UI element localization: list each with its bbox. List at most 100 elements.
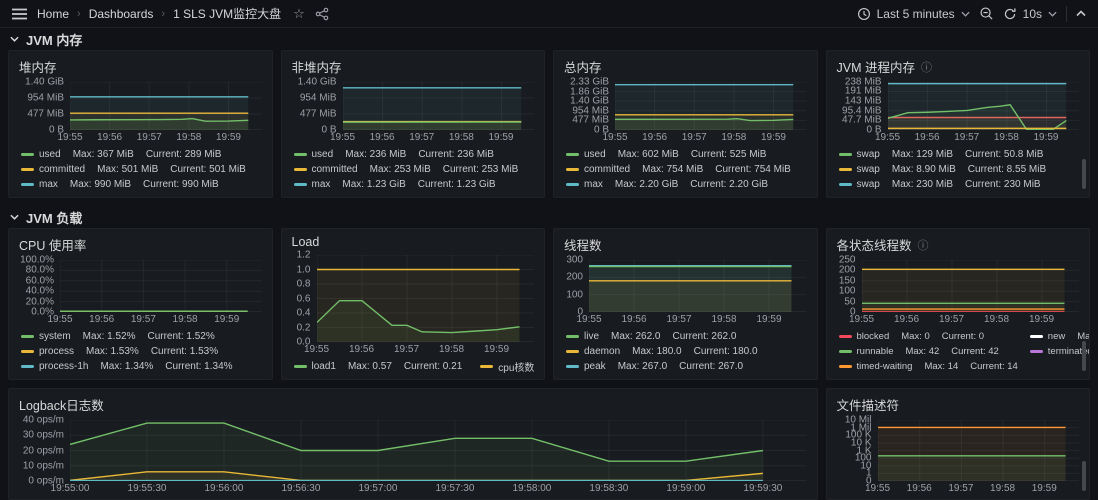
breadcrumb-dashboards[interactable]: Dashboards bbox=[89, 7, 154, 21]
legend-stat: Current: 253 MiB bbox=[443, 164, 519, 175]
legend-stat: Max: 253 MiB bbox=[370, 164, 431, 175]
legend-item[interactable]: committedMax: 501 MiBCurrent: 501 MiB bbox=[21, 162, 262, 177]
legend-item[interactable]: blockedMax: 0Current: 0 bbox=[839, 329, 1018, 344]
y-tick-label: 250 bbox=[839, 255, 856, 266]
plot bbox=[589, 260, 807, 312]
legend-scrollbar[interactable] bbox=[1082, 159, 1086, 189]
legend-item[interactable]: committedMax: 253 MiBCurrent: 253 MiB bbox=[294, 162, 535, 177]
time-range-picker[interactable]: Last 5 minutes bbox=[857, 7, 970, 21]
x-tick-label: 19:59 bbox=[484, 344, 509, 355]
legend-item[interactable]: swapMax: 8.90 MiBCurrent: 8.55 MiB bbox=[839, 162, 1080, 177]
section-jvm-memory[interactable]: JVM 内存 bbox=[0, 28, 1098, 50]
legend-stat: Current: 42 bbox=[951, 346, 999, 357]
chart-area: 0 B477 MiB954 MiB1.40 GiB1.86 GiB2.33 Gi… bbox=[564, 82, 807, 130]
panel-title[interactable]: CPU 使用率 bbox=[19, 235, 86, 254]
legend-label: used bbox=[312, 149, 334, 160]
panel-logback-logs: Logback日志数0 ops/m10 ops/m20 ops/m30 ops/… bbox=[8, 388, 818, 500]
chart-area: 0 B47.7 MiB95.4 MiB143 MiB191 MiB238 MiB bbox=[837, 82, 1080, 130]
y-tick-label: 1.0 bbox=[297, 264, 311, 275]
legend-item[interactable]: process-1hMax: 1.34%Current: 1.34% bbox=[21, 359, 262, 374]
y-tick-label: 954 MiB bbox=[27, 93, 64, 104]
legend-item[interactable]: load1Max: 0.57Current: 0.21 bbox=[294, 359, 463, 374]
legend-item[interactable]: usedMax: 236 MiBCurrent: 236 MiB bbox=[294, 147, 535, 162]
refresh-icon bbox=[1003, 7, 1017, 21]
legend-item[interactable]: systemMax: 1.52%Current: 1.52% bbox=[21, 329, 262, 344]
legend-item[interactable]: committedMax: 754 MiBCurrent: 754 MiB bbox=[566, 162, 807, 177]
y-tick-label: 1.2 bbox=[297, 250, 311, 261]
legend-item[interactable]: maxMax: 2.20 GiBCurrent: 2.20 GiB bbox=[566, 177, 807, 192]
section-jvm-load[interactable]: JVM 负载 bbox=[0, 206, 1098, 228]
y-tick-label: 60.0% bbox=[26, 275, 54, 286]
legend-item[interactable]: maxMax: 1.23 GiBCurrent: 1.23 GiB bbox=[294, 177, 535, 192]
panel-title[interactable]: 堆内存 bbox=[19, 57, 57, 76]
x-tick-label: 19:58 bbox=[984, 314, 1009, 325]
legend-item[interactable]: newMax: 0Current: 0 bbox=[1030, 329, 1090, 344]
share-icon[interactable] bbox=[315, 7, 329, 21]
x-tick-label: 19:56 bbox=[621, 314, 646, 325]
legend-stat: Max: 602 MiB bbox=[618, 149, 679, 160]
legend-item[interactable]: liveMax: 262.0Current: 262.0 bbox=[566, 329, 807, 344]
legend-item[interactable]: swapMax: 129 MiBCurrent: 50.8 MiB bbox=[839, 147, 1080, 162]
plot bbox=[70, 82, 262, 130]
x-tick-label: 19:57:00 bbox=[358, 483, 397, 494]
legend-swatch bbox=[294, 168, 307, 171]
plot bbox=[317, 255, 535, 342]
legend-label: max bbox=[584, 179, 603, 190]
chart-canvas bbox=[878, 420, 1080, 481]
legend-item[interactable]: terminatedMax: 0Current: 0 bbox=[1030, 344, 1090, 359]
legend-item[interactable]: runnableMax: 42Current: 42 bbox=[839, 344, 1018, 359]
legend-item[interactable]: processMax: 1.53%Current: 1.53% bbox=[21, 344, 262, 359]
panel-title[interactable]: 线程数 bbox=[564, 235, 602, 254]
x-tick-label: 19:55 bbox=[57, 132, 82, 143]
panel-title[interactable]: 总内存 bbox=[564, 57, 602, 76]
legend-stat: Max: 367 MiB bbox=[73, 149, 134, 160]
favorite-star-icon[interactable]: ☆ bbox=[293, 6, 305, 22]
panel-title[interactable]: Load bbox=[292, 235, 320, 249]
panel-title[interactable]: Logback日志数 bbox=[19, 395, 104, 414]
legend-scrollbar[interactable] bbox=[1082, 341, 1086, 371]
refresh-picker[interactable]: 10s bbox=[1003, 7, 1057, 21]
legend-item[interactable]: peakMax: 267.0Current: 267.0 bbox=[566, 359, 807, 374]
legend-swatch bbox=[566, 350, 579, 353]
legend-swatch bbox=[566, 183, 579, 186]
y-tick-label: 40.0% bbox=[26, 286, 54, 297]
legend-scrollbar[interactable] bbox=[1082, 461, 1086, 491]
legend-item[interactable]: swapMax: 230 MiBCurrent: 230 MiB bbox=[839, 177, 1080, 192]
legend-item[interactable]: timed-waitingMax: 14Current: 14 bbox=[839, 359, 1018, 374]
y-tick-label: 100 bbox=[839, 286, 856, 297]
legend-label: cpu核数 bbox=[498, 359, 534, 374]
legend-item[interactable]: usedMax: 367 MiBCurrent: 289 MiB bbox=[21, 147, 262, 162]
x-tick-label: 19:58 bbox=[711, 314, 736, 325]
legend-stat: Max: 754 MiB bbox=[642, 164, 703, 175]
info-icon[interactable]: ⓘ bbox=[921, 59, 932, 75]
time-range-label: Last 5 minutes bbox=[877, 7, 955, 21]
legend-label: max bbox=[39, 179, 58, 190]
panel-title[interactable]: 文件描述符 bbox=[837, 395, 900, 414]
x-tick-label: 19:55 bbox=[576, 314, 601, 325]
breadcrumb-home[interactable]: Home bbox=[37, 7, 69, 21]
panel-title[interactable]: 各状态线程数 bbox=[837, 235, 912, 254]
collapse-topbar-icon[interactable] bbox=[1076, 10, 1086, 17]
info-icon[interactable]: ⓘ bbox=[918, 237, 929, 253]
legend-stat: Max: 8.90 MiB bbox=[892, 164, 956, 175]
plot bbox=[888, 82, 1080, 130]
menu-icon[interactable] bbox=[12, 8, 27, 20]
zoom-out-icon[interactable] bbox=[979, 6, 994, 21]
x-tick-label: 19:56:00 bbox=[205, 483, 244, 494]
panel-title[interactable]: JVM 进程内存 bbox=[837, 57, 915, 76]
panel-title[interactable]: 非堆内存 bbox=[292, 57, 342, 76]
legend-item[interactable]: usedMax: 602 MiBCurrent: 525 MiB bbox=[566, 147, 807, 162]
y-tick-label: 2.33 GiB bbox=[570, 77, 609, 88]
chevron-down-icon bbox=[961, 11, 970, 17]
x-axis: 19:5519:5619:5719:5819:59 bbox=[343, 130, 535, 144]
x-tick-label: 19:59 bbox=[1033, 132, 1058, 143]
legend: liveMax: 262.0Current: 262.0daemonMax: 1… bbox=[564, 326, 807, 375]
legend-item[interactable]: maxMax: 990 MiBCurrent: 990 MiB bbox=[21, 177, 262, 192]
panel-header: 线程数 bbox=[564, 235, 807, 254]
legend-item[interactable]: daemonMax: 180.0Current: 180.0 bbox=[566, 344, 807, 359]
legend-swatch bbox=[21, 168, 34, 171]
legend-item[interactable]: cpu核数Max: 1.00Current: 1.00 bbox=[480, 359, 545, 374]
panel-total-memory: 总内存 0 B477 MiB954 MiB1.40 GiB1.86 GiB2.33… bbox=[553, 50, 818, 198]
x-tick-label: 19:59 bbox=[216, 132, 241, 143]
legend-swatch bbox=[21, 350, 34, 353]
